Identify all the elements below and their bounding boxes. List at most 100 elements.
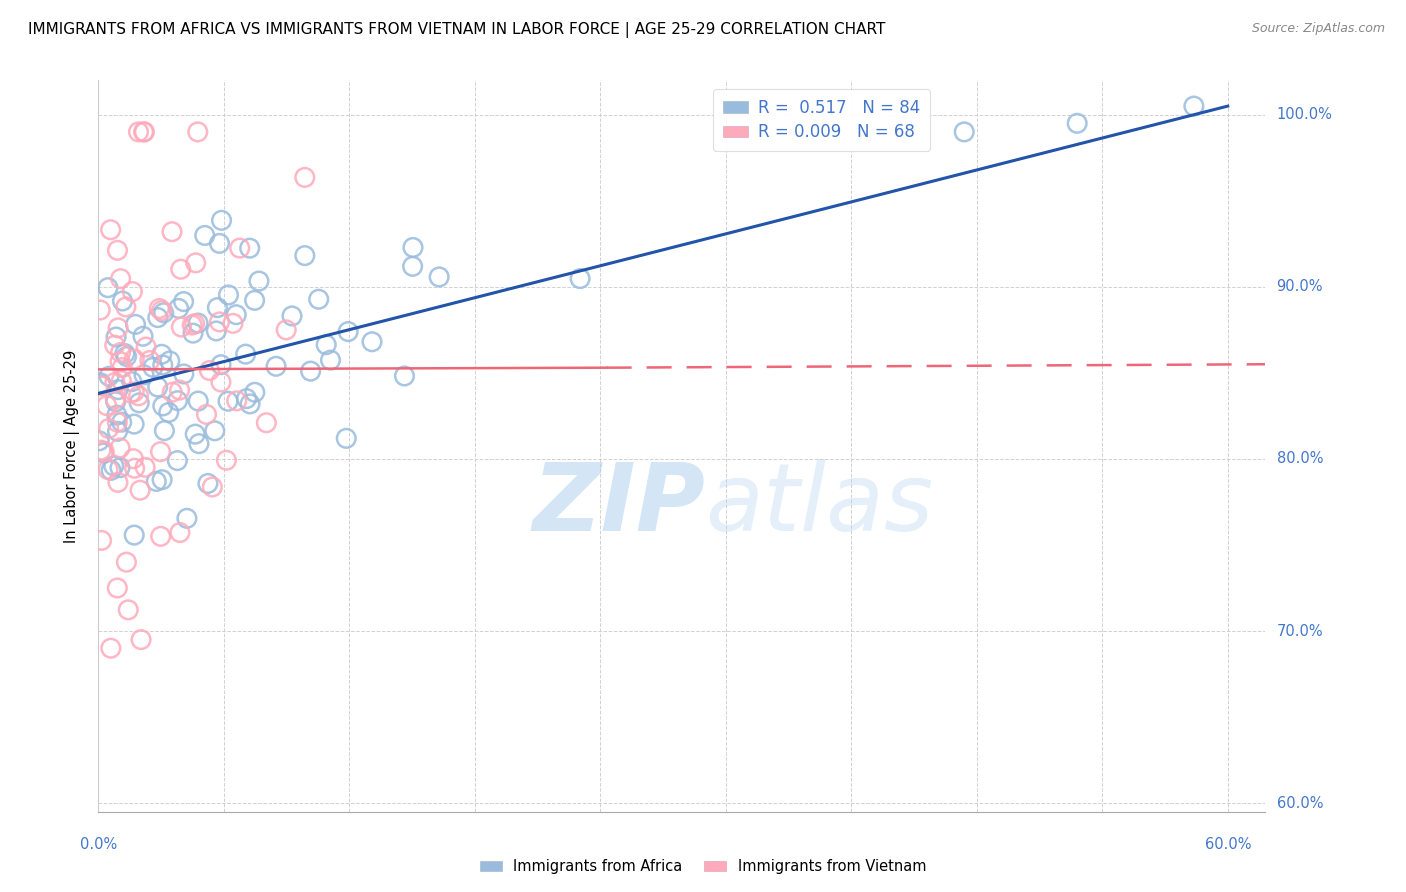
Point xyxy=(1182,99,1205,113)
Point xyxy=(394,368,416,383)
Point xyxy=(90,379,112,393)
Point xyxy=(107,425,129,439)
Point xyxy=(170,262,193,277)
Point xyxy=(104,376,127,390)
Point xyxy=(97,421,120,435)
Point xyxy=(135,340,157,354)
Point xyxy=(243,293,266,308)
Text: 80.0%: 80.0% xyxy=(1277,451,1323,467)
Point xyxy=(111,415,134,429)
Point xyxy=(98,369,121,384)
Point xyxy=(222,317,245,331)
Point xyxy=(128,125,150,139)
Point xyxy=(150,303,173,318)
Point xyxy=(121,375,143,389)
Point xyxy=(90,533,112,548)
Point xyxy=(152,358,174,372)
Point xyxy=(209,375,232,389)
Point xyxy=(166,393,188,408)
Point xyxy=(105,415,128,429)
Point xyxy=(100,223,122,237)
Point xyxy=(117,603,139,617)
Point xyxy=(225,393,247,408)
Point xyxy=(402,240,425,254)
Point xyxy=(176,511,198,525)
Point xyxy=(229,241,252,255)
Point xyxy=(132,368,155,382)
Point xyxy=(198,363,221,377)
Point xyxy=(152,399,174,413)
Point xyxy=(115,350,138,364)
Point xyxy=(100,463,122,477)
Point xyxy=(128,389,150,403)
Point xyxy=(247,274,270,288)
Point xyxy=(129,483,152,498)
Legend: R =  0.517   N = 84, R = 0.009   N = 68: R = 0.517 N = 84, R = 0.009 N = 68 xyxy=(713,88,931,152)
Point xyxy=(148,301,170,316)
Point xyxy=(142,360,165,375)
Point xyxy=(134,125,156,139)
Point xyxy=(215,453,238,467)
Point xyxy=(93,446,115,460)
Point xyxy=(145,475,167,489)
Point xyxy=(129,632,152,647)
Point xyxy=(105,408,128,422)
Point xyxy=(93,444,115,458)
Point xyxy=(90,443,112,458)
Text: 100.0%: 100.0% xyxy=(1277,107,1333,122)
Point xyxy=(276,323,298,337)
Text: IMMIGRANTS FROM AFRICA VS IMMIGRANTS FROM VIETNAM IN LABOR FORCE | AGE 25-29 COR: IMMIGRANTS FROM AFRICA VS IMMIGRANTS FRO… xyxy=(28,22,886,38)
Text: 0.0%: 0.0% xyxy=(80,837,117,852)
Point xyxy=(150,473,173,487)
Point xyxy=(337,325,360,339)
Point xyxy=(167,301,190,316)
Point xyxy=(104,394,127,409)
Legend: Immigrants from Africa, Immigrants from Vietnam: Immigrants from Africa, Immigrants from … xyxy=(474,854,932,880)
Point xyxy=(108,441,131,455)
Point xyxy=(90,378,112,392)
Point xyxy=(128,396,150,410)
Point xyxy=(181,326,204,340)
Point xyxy=(166,453,188,467)
Point xyxy=(308,292,330,306)
Point xyxy=(335,431,357,445)
Point xyxy=(111,360,134,375)
Point xyxy=(299,364,322,378)
Point xyxy=(121,285,143,299)
Point xyxy=(173,367,195,381)
Point xyxy=(110,345,132,359)
Point xyxy=(169,525,191,540)
Point xyxy=(264,359,287,374)
Point xyxy=(294,249,316,263)
Point xyxy=(124,461,146,475)
Point xyxy=(173,294,195,309)
Point xyxy=(105,330,128,344)
Point xyxy=(122,352,145,367)
Point xyxy=(187,316,209,330)
Point xyxy=(239,397,262,411)
Point xyxy=(225,308,247,322)
Point xyxy=(104,338,127,352)
Text: 60.0%: 60.0% xyxy=(1205,837,1251,852)
Point xyxy=(170,320,193,334)
Point xyxy=(159,354,181,368)
Point xyxy=(153,424,176,438)
Point xyxy=(122,528,145,542)
Point xyxy=(427,269,450,284)
Point xyxy=(195,408,218,422)
Point xyxy=(105,581,128,595)
Point xyxy=(187,125,209,139)
Point xyxy=(169,383,191,397)
Text: Source: ZipAtlas.com: Source: ZipAtlas.com xyxy=(1251,22,1385,36)
Point xyxy=(187,394,209,409)
Point xyxy=(217,394,239,409)
Y-axis label: In Labor Force | Age 25-29: In Labor Force | Age 25-29 xyxy=(65,350,80,542)
Point xyxy=(184,427,207,442)
Point xyxy=(239,241,262,255)
Point xyxy=(150,347,173,361)
Point xyxy=(114,346,136,360)
Point xyxy=(89,434,111,448)
Point xyxy=(243,385,266,400)
Point xyxy=(361,334,384,349)
Point xyxy=(122,384,145,399)
